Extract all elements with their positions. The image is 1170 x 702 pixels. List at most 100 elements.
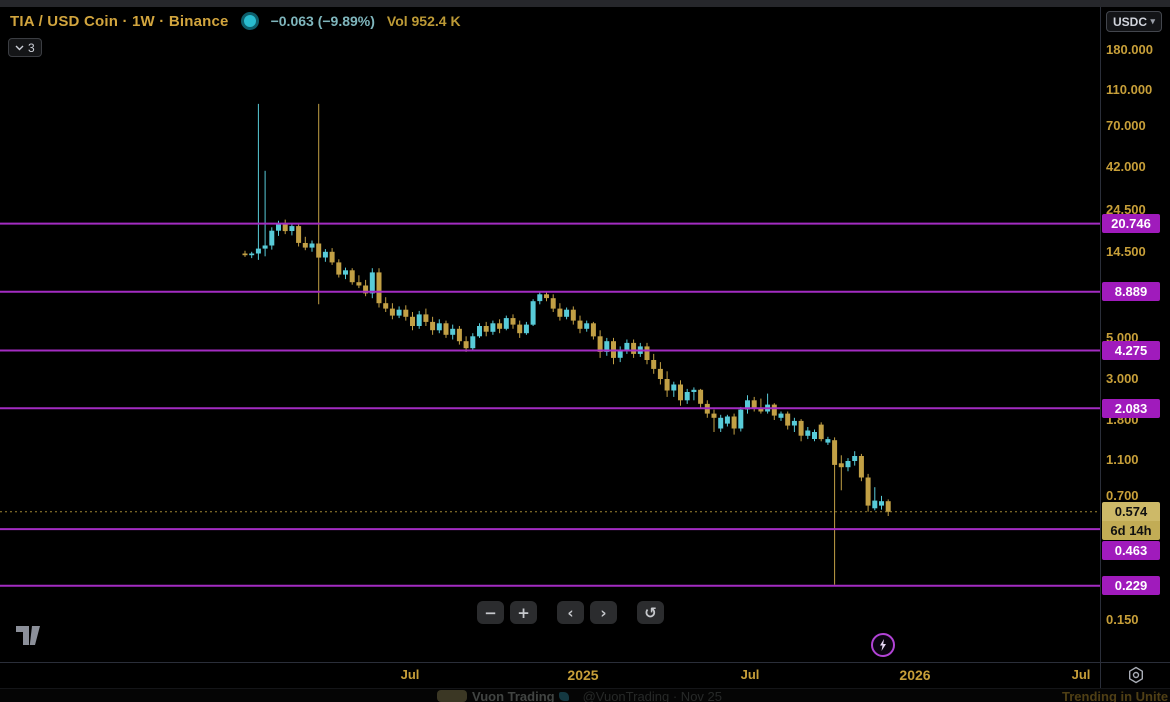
candle-body xyxy=(604,341,610,352)
candle-body xyxy=(376,272,382,304)
price-axis-label: 0.700 xyxy=(1106,488,1139,503)
candle-body xyxy=(423,314,429,322)
candle-body xyxy=(778,413,784,418)
legend-collapse-selector[interactable]: 3 xyxy=(8,38,42,57)
candle-body xyxy=(838,463,844,468)
candle-body xyxy=(403,309,409,317)
lightning-bolt-icon xyxy=(880,639,886,651)
price-axis-label: 3.000 xyxy=(1106,371,1139,386)
candle-body xyxy=(416,314,422,326)
candle-body xyxy=(309,243,315,248)
candle-body xyxy=(410,316,415,326)
candle-body xyxy=(805,430,811,436)
candle-body xyxy=(590,323,596,337)
candle-body xyxy=(584,323,590,329)
bottom-separator xyxy=(0,688,1170,689)
chart-canvas[interactable] xyxy=(0,0,1100,662)
candle-body xyxy=(731,416,737,429)
candle-body xyxy=(456,328,462,342)
price-axis-label: 70.000 xyxy=(1106,118,1146,133)
candle-body xyxy=(329,251,335,263)
chart-legend: TIA / USD Coin · 1W · Binance −0.063 (−9… xyxy=(10,12,461,30)
candle-body xyxy=(698,389,704,404)
zoom-out-button[interactable]: − xyxy=(477,601,504,624)
candle-body xyxy=(296,226,302,243)
candle-body xyxy=(791,420,797,426)
tweet-author: Vuon Trading @VuonTrading · Nov 25 xyxy=(472,689,722,702)
candle-body xyxy=(369,272,375,294)
price-change: −0.063 (−9.89%) xyxy=(270,13,375,29)
candle-body xyxy=(557,308,563,317)
price-axis-label: 1.100 xyxy=(1106,452,1139,467)
zoom-in-button[interactable]: + xyxy=(510,601,537,624)
candle-body xyxy=(349,270,355,283)
candle-body xyxy=(477,326,482,337)
axis-vertical-separator xyxy=(1100,7,1101,688)
time-axis-label: 2025 xyxy=(567,667,599,683)
level-price-badge: 20.746 xyxy=(1102,214,1160,233)
candle-body xyxy=(751,400,757,408)
candle-body xyxy=(657,368,663,379)
timezone-settings-button[interactable] xyxy=(1127,666,1145,684)
candle-body xyxy=(577,320,583,329)
candle-body xyxy=(785,413,791,426)
time-axis-label: Jul xyxy=(400,667,420,682)
candle-body xyxy=(316,243,322,258)
candle-body xyxy=(517,324,523,334)
tweet-author-name: Vuon Trading xyxy=(472,689,555,702)
candle-body xyxy=(530,301,536,325)
time-axis-label: Jul xyxy=(1071,667,1091,682)
tradingview-logo-icon xyxy=(16,626,40,645)
volume-value: Vol 952.4 K xyxy=(386,13,461,29)
candle-body xyxy=(322,251,328,258)
candle-body xyxy=(483,326,489,332)
level-price-badge: 8.889 xyxy=(1102,282,1160,301)
candle-body xyxy=(343,270,348,275)
time-axis-label: 2026 xyxy=(899,667,931,683)
level-price-badge: 2.083 xyxy=(1102,399,1160,418)
chevron-down-icon: ▾ xyxy=(1150,16,1155,26)
background-tweet-strip: Vuon Trading @VuonTrading · Nov 25 Trendi… xyxy=(0,689,1170,702)
currency-selector[interactable]: USDC ▾ xyxy=(1106,11,1162,32)
lightning-event-marker[interactable] xyxy=(871,633,895,657)
candle-body xyxy=(617,350,623,358)
tradingview-logo[interactable] xyxy=(16,626,46,646)
candle-body xyxy=(724,416,730,424)
candle-body xyxy=(885,501,891,512)
candle-body xyxy=(537,294,543,302)
reset-chart-button[interactable]: ↺ xyxy=(637,601,664,624)
level-price-badge: 0.229 xyxy=(1102,576,1160,595)
current-price-value: 0.574 xyxy=(1102,502,1160,521)
candle-body xyxy=(356,282,362,286)
candle-body xyxy=(269,230,275,246)
candle-body xyxy=(450,328,456,335)
candle-body xyxy=(430,321,436,331)
candle-body xyxy=(550,298,556,309)
candle-body xyxy=(664,379,670,391)
candle-body xyxy=(336,262,342,275)
candle-body xyxy=(812,432,817,439)
candle-body xyxy=(678,384,683,401)
candle-body xyxy=(523,324,529,334)
candle-body xyxy=(282,224,288,232)
symbol-title[interactable]: TIA / USD Coin · 1W · Binance xyxy=(10,12,229,30)
candle-body xyxy=(436,323,442,331)
price-axis-label: 24.500 xyxy=(1106,202,1146,217)
candle-body xyxy=(276,224,281,231)
price-axis-label: 14.500 xyxy=(1106,244,1146,259)
candle-body xyxy=(651,360,657,369)
candle-body xyxy=(463,341,469,349)
scroll-left-button[interactable]: ‹ xyxy=(557,601,584,624)
candle-body xyxy=(825,439,831,443)
level-price-badge: 4.275 xyxy=(1102,341,1160,360)
candle-body xyxy=(544,294,549,299)
scroll-right-button[interactable]: › xyxy=(590,601,617,624)
bar-countdown: 6d 14h xyxy=(1102,521,1160,540)
price-axis-label: 180.000 xyxy=(1106,42,1153,57)
candle-body xyxy=(497,323,503,329)
candle-body xyxy=(490,323,496,332)
candle-body xyxy=(718,417,724,429)
trending-text: Trending in Unite xyxy=(1062,689,1169,702)
candle-body xyxy=(249,253,255,256)
